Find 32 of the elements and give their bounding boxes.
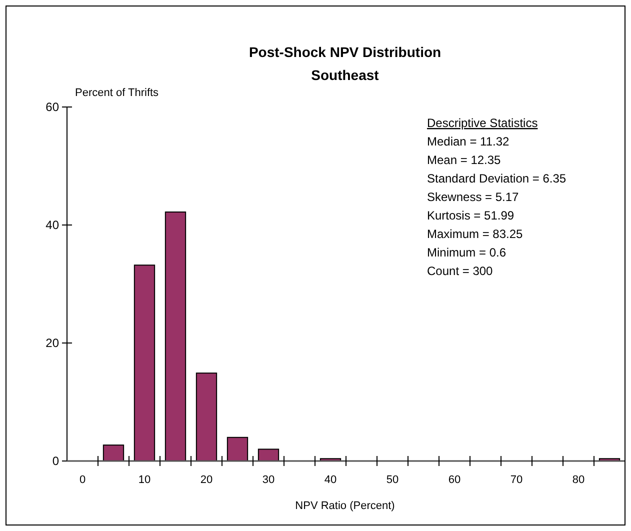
chart-title: Post-Shock NPV Distribution bbox=[248, 44, 442, 60]
x-tick-label: 70 bbox=[510, 474, 523, 486]
chart-subtitle: Southeast bbox=[311, 67, 380, 83]
bar bbox=[164, 212, 186, 462]
y-tick-label: 20 bbox=[46, 336, 60, 350]
annotation: Standard Deviation = 6.35 bbox=[427, 172, 566, 186]
y-tick-label: 60 bbox=[46, 100, 60, 114]
bar bbox=[226, 436, 248, 462]
y-axis-title: Percent of Thrifts bbox=[75, 87, 160, 99]
annotation: Descriptive Statistics bbox=[427, 116, 538, 130]
annotation: Maximum = 83.25 bbox=[427, 227, 524, 241]
x-tick-label: 80 bbox=[572, 474, 585, 486]
x-tick-label: 0 bbox=[79, 474, 86, 486]
x-tick-label: 30 bbox=[262, 474, 275, 486]
bar bbox=[134, 264, 156, 462]
y-tick-label: 0 bbox=[52, 454, 60, 468]
x-tick-label: 40 bbox=[324, 474, 337, 486]
annotation: Count = 300 bbox=[427, 264, 494, 278]
x-axis-title: NPV Ratio (Percent) bbox=[295, 500, 395, 512]
x-tick-label: 60 bbox=[448, 474, 461, 486]
annotation: Minimum = 0.6 bbox=[427, 246, 506, 260]
y-tick-label: 40 bbox=[46, 218, 60, 232]
bar bbox=[102, 444, 124, 462]
bar bbox=[196, 372, 218, 462]
x-tick-label: 20 bbox=[200, 474, 213, 486]
bar bbox=[258, 448, 280, 462]
x-tick-label: 50 bbox=[386, 474, 399, 486]
annotation: Mean = 12.35 bbox=[427, 153, 502, 167]
annotation: Median = 11.32 bbox=[427, 134, 510, 148]
x-tick-label: 10 bbox=[138, 474, 151, 486]
annotation: Kurtosis = 51.99 bbox=[427, 208, 514, 222]
annotation: Skewness = 5.17 bbox=[427, 190, 520, 204]
